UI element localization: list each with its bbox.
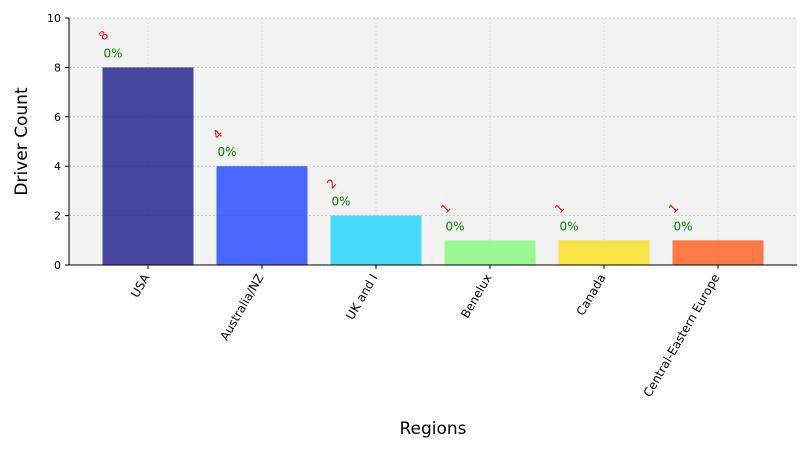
y-tick-label: 0 [54,259,61,272]
axes [68,18,797,266]
x-tick-label: USA [128,271,153,300]
percent-label: 0% [332,195,351,209]
y-tick-label: 2 [54,210,61,223]
y-axis-label: Driver Count [12,87,32,196]
x-tick-label: Central-Eastern Europe [641,272,723,400]
bar-uk-and-i [330,215,422,265]
y-tick-label: 4 [54,160,61,173]
bar-canada [558,240,650,265]
x-tick-label: Australia/NZ [217,272,266,343]
y-axis-ticks: 0 2 4 6 8 10 [47,12,69,272]
x-axis-ticks: USA Australia/NZ UK and I Benelux Canada Cent… [128,265,723,399]
bar-benelux [444,240,536,265]
bar-central-eastern-europe [672,240,764,265]
x-axis-label: Regions [399,419,466,439]
x-tick-label: Benelux [458,272,494,321]
y-tick-label: 8 [54,61,61,74]
y-tick-label: 10 [47,12,61,25]
percent-label: 0% [446,219,465,233]
percent-label: 0% [104,46,123,60]
x-tick-label: UK and I [343,272,380,323]
percent-label: 0% [218,145,237,159]
percent-label: 0% [560,219,579,233]
bar-usa [102,67,194,266]
x-tick-label: Canada [574,272,609,319]
y-tick-label: 6 [54,111,61,124]
percent-label: 0% [674,219,693,233]
bar-australia-nz [216,166,308,265]
bars [102,67,764,266]
